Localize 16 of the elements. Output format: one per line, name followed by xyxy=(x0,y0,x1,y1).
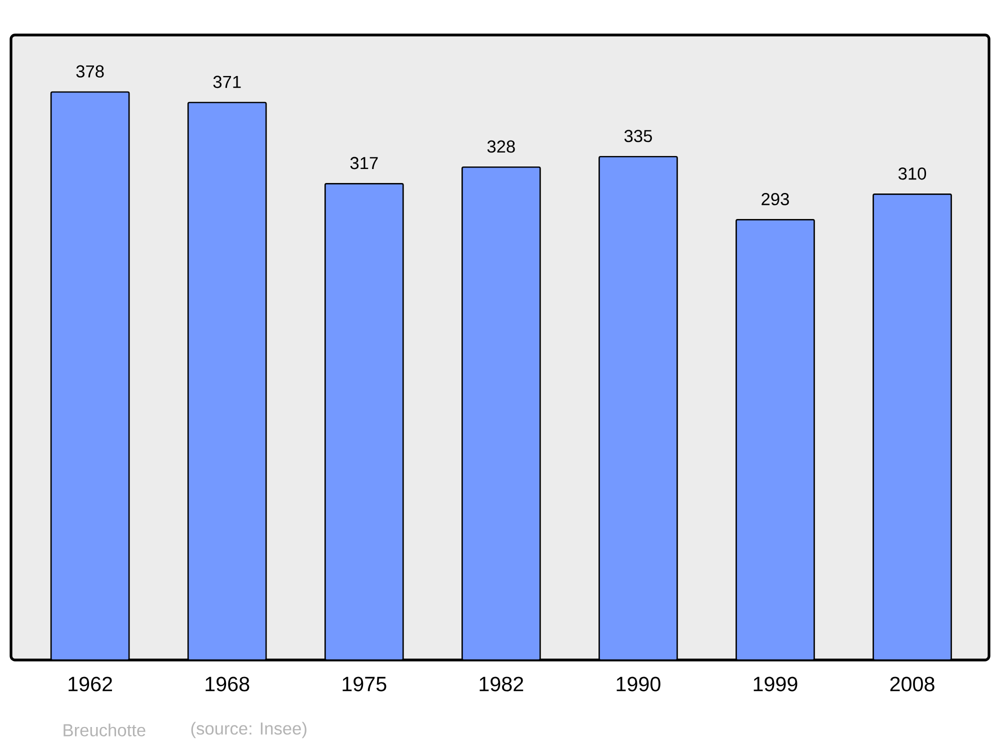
x-tick-label: 1982 xyxy=(480,676,524,692)
x-tick-label: 1962 xyxy=(68,676,112,692)
data-label: 371 xyxy=(213,76,241,88)
data-label: 378 xyxy=(76,65,104,78)
data-label: 317 xyxy=(350,156,378,170)
data-label: 335 xyxy=(624,130,652,142)
data-label: 310 xyxy=(898,167,926,180)
x-tick-label: 1975 xyxy=(342,676,386,692)
data-label: 293 xyxy=(762,193,789,206)
data-label: 328 xyxy=(487,140,515,153)
x-tick-label: 1968 xyxy=(206,676,250,692)
text: Breuchotte xyxy=(64,724,146,736)
x-tick-label: 1999 xyxy=(754,676,798,692)
x-tick-label: 2008 xyxy=(890,676,934,692)
text: (source: Insee) xyxy=(191,722,306,738)
x-tick-label: 1990 xyxy=(616,676,660,692)
